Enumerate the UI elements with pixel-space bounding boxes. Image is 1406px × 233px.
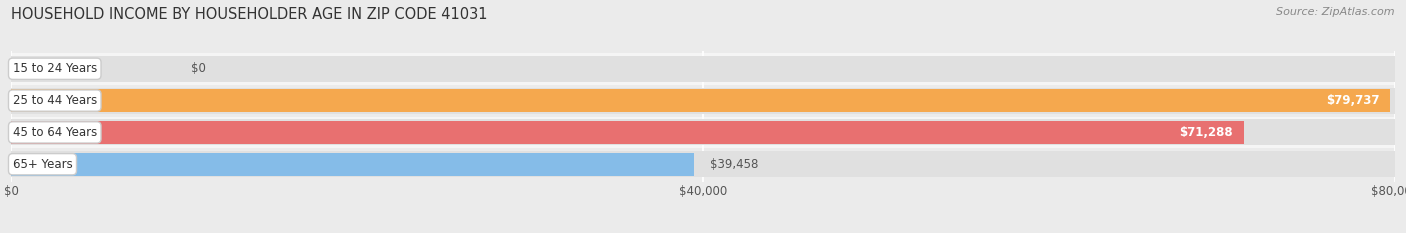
Bar (11, 121, 1244, 144)
Bar (11, 151, 1395, 177)
Bar (11, 119, 1395, 145)
Bar (11, 53, 1395, 85)
Bar (11, 116, 1395, 148)
Bar (11, 88, 1395, 114)
Text: 25 to 44 Years: 25 to 44 Years (13, 94, 97, 107)
Text: 45 to 64 Years: 45 to 64 Years (13, 126, 97, 139)
Bar (11, 153, 693, 176)
Text: 15 to 24 Years: 15 to 24 Years (13, 62, 97, 75)
Text: $39,458: $39,458 (710, 158, 759, 171)
Text: Source: ZipAtlas.com: Source: ZipAtlas.com (1277, 7, 1395, 17)
Text: HOUSEHOLD INCOME BY HOUSEHOLDER AGE IN ZIP CODE 41031: HOUSEHOLD INCOME BY HOUSEHOLDER AGE IN Z… (11, 7, 488, 22)
Text: $0: $0 (191, 62, 205, 75)
Bar (11, 89, 1391, 112)
Bar (11, 85, 1395, 116)
Bar (11, 56, 1395, 82)
Text: $79,737: $79,737 (1326, 94, 1379, 107)
Text: 65+ Years: 65+ Years (13, 158, 72, 171)
Bar (11, 148, 1395, 180)
Text: $71,288: $71,288 (1180, 126, 1233, 139)
